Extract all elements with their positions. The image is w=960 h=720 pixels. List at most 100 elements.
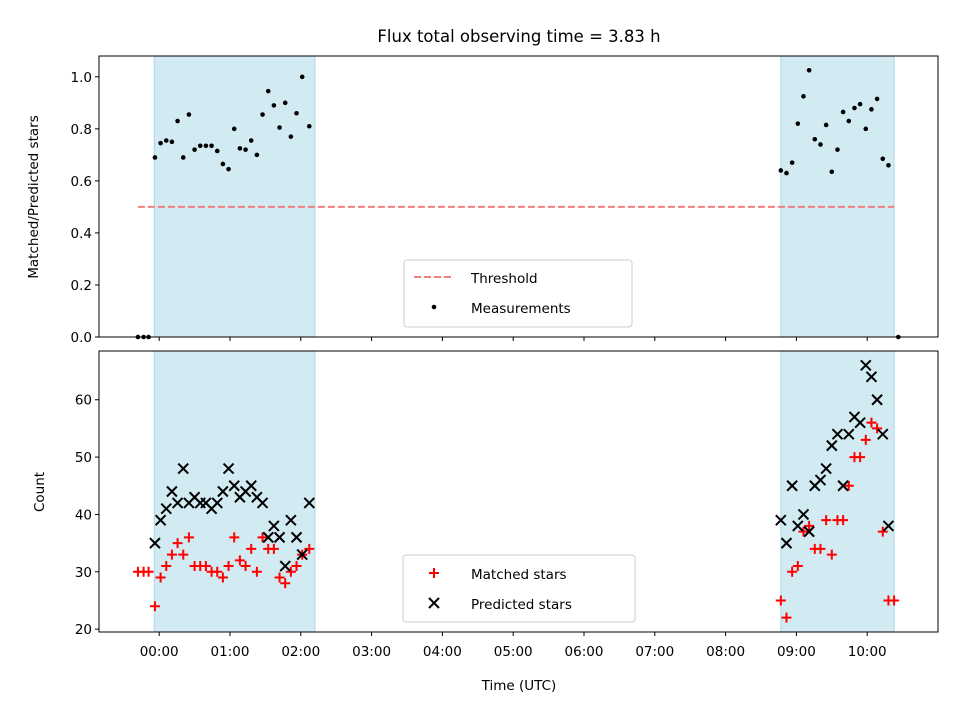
matched-star-point bbox=[889, 595, 900, 606]
count-y-tick-label: 60 bbox=[75, 393, 92, 409]
count-y-tick-label: 40 bbox=[75, 507, 92, 523]
x-tick-label: 04:00 bbox=[423, 644, 462, 660]
x-tick-label: 00:00 bbox=[140, 644, 179, 660]
predicted-star-point bbox=[854, 416, 866, 429]
measurement-point bbox=[231, 126, 237, 132]
ratio-y-tick-label: 0.4 bbox=[71, 226, 92, 242]
measurement-point bbox=[282, 100, 288, 106]
measurement-point bbox=[186, 112, 192, 117]
measurement-point bbox=[163, 138, 169, 143]
predicted-star-point bbox=[228, 480, 240, 492]
x-tick-label: 02:00 bbox=[281, 644, 320, 660]
predicted-star-point bbox=[820, 462, 832, 475]
measurement-point bbox=[840, 109, 846, 115]
predicted-star-point bbox=[871, 394, 883, 406]
predicted-star-point bbox=[296, 548, 308, 561]
matched-star-point bbox=[304, 543, 315, 554]
matched-star-point bbox=[781, 612, 792, 623]
measurement-point bbox=[812, 136, 818, 142]
predicted-star-point bbox=[279, 560, 291, 572]
predicted-star-point bbox=[303, 497, 315, 509]
matched-star-point bbox=[826, 549, 837, 560]
measurement-point bbox=[277, 125, 282, 130]
x-tick-label: 08:00 bbox=[706, 644, 745, 660]
measurement-point bbox=[197, 143, 203, 149]
count-y-tick-label: 50 bbox=[75, 450, 92, 466]
measurement-point bbox=[306, 123, 312, 129]
x-tick-label: 06:00 bbox=[565, 644, 604, 660]
ratio-y-tick-label: 0.0 bbox=[71, 330, 92, 346]
x-tick-label: 09:00 bbox=[777, 644, 816, 660]
predicted-star-point bbox=[154, 514, 167, 526]
count-observing-window-1 bbox=[153, 350, 316, 633]
measurement-point bbox=[784, 170, 789, 176]
predicted-star-point bbox=[775, 514, 787, 526]
measurement-point bbox=[823, 122, 829, 128]
predicted-star-point bbox=[211, 497, 223, 509]
measurement-point bbox=[265, 88, 271, 94]
predicted-star-point bbox=[814, 474, 827, 486]
predicted-star-point bbox=[256, 497, 269, 509]
matched-star-point bbox=[161, 561, 172, 572]
ratio-y-axis-label: Matched/Predicted stars bbox=[26, 115, 42, 278]
measurement-point bbox=[254, 152, 260, 158]
matched-star-point bbox=[821, 515, 832, 526]
measurement-point bbox=[818, 142, 823, 147]
matched-star-point bbox=[217, 572, 228, 583]
predicted-star-point bbox=[797, 508, 810, 521]
ratio-legend-box bbox=[403, 259, 633, 328]
predicted-star-point bbox=[245, 480, 257, 492]
matched-star-point bbox=[815, 543, 826, 554]
measurement-point bbox=[795, 121, 801, 126]
ratio-observing-window-2 bbox=[780, 55, 895, 338]
measurement-point bbox=[874, 96, 880, 102]
measurement-point bbox=[226, 166, 231, 172]
count-panel: 20 30 40 50 60 00:00 01:00 02:00 03:00 04:00 05:0… bbox=[32, 350, 939, 694]
measurement-point bbox=[863, 126, 869, 132]
measurement-point bbox=[294, 110, 299, 116]
matched-star-point bbox=[172, 538, 183, 549]
ratio-y-tick-label: 0.8 bbox=[71, 122, 92, 138]
matched-star-point bbox=[792, 561, 803, 572]
legend-matched-label: Matched stars bbox=[471, 567, 567, 583]
predicted-star-point bbox=[262, 531, 274, 544]
matched-star-point bbox=[291, 561, 302, 572]
predicted-star-point bbox=[826, 439, 838, 452]
predicted-star-point bbox=[792, 520, 804, 532]
matched-star-point bbox=[166, 549, 177, 560]
x-tick-label: 10:00 bbox=[848, 644, 887, 660]
predicted-star-point bbox=[786, 480, 798, 492]
measurement-point bbox=[158, 140, 163, 146]
measurement-point bbox=[778, 168, 784, 173]
matched-star-point bbox=[212, 566, 223, 577]
matched-star-point bbox=[274, 572, 285, 583]
measurement-point bbox=[243, 147, 248, 152]
measurement-point bbox=[175, 118, 180, 124]
x-tick-label: 03:00 bbox=[352, 644, 391, 660]
predicted-star-point bbox=[803, 525, 815, 538]
matched-star-point bbox=[183, 532, 194, 543]
predicted-star-point bbox=[290, 531, 303, 544]
legend-measurements-label: Measurements bbox=[471, 301, 571, 317]
matched-star-point bbox=[268, 543, 279, 554]
matched-star-point bbox=[787, 566, 798, 577]
predicted-star-point bbox=[865, 371, 878, 383]
predicted-star-point bbox=[166, 485, 178, 498]
measurement-point bbox=[271, 103, 277, 108]
predicted-star-point bbox=[285, 514, 297, 526]
measurement-point bbox=[886, 162, 891, 168]
matched-star-point bbox=[200, 561, 211, 572]
x-axis-label: Time (UTC) bbox=[481, 678, 557, 694]
predicted-star-point bbox=[217, 485, 229, 498]
predicted-star-point bbox=[171, 497, 184, 509]
count-observing-window-2 bbox=[780, 350, 895, 633]
matched-star-point bbox=[866, 417, 877, 428]
predicted-star-point bbox=[843, 428, 855, 440]
measurement-point bbox=[192, 147, 197, 152]
matched-star-point bbox=[155, 572, 166, 583]
legend-predicted-swatch bbox=[428, 597, 440, 609]
ratio-panel-frame bbox=[98, 55, 939, 338]
ratio-panel: 0.0 0.2 0.4 0.6 0.8 1.0 Matched/Predicted sta… bbox=[26, 55, 939, 346]
predicted-star-point bbox=[860, 359, 872, 372]
